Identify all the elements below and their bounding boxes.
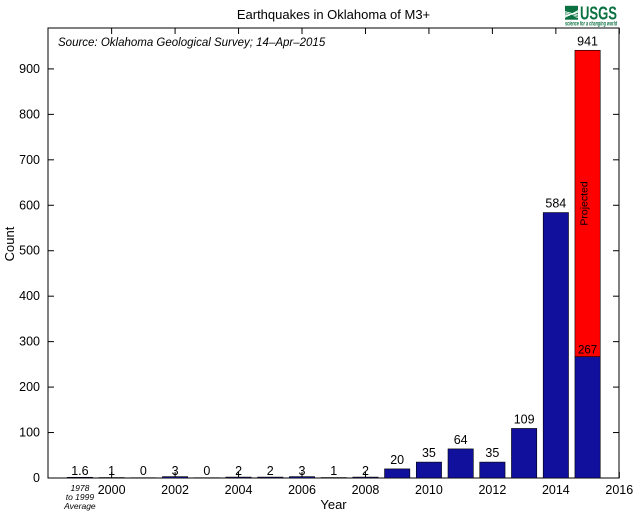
- svg-text:100: 100: [19, 426, 40, 440]
- svg-text:Source: Oklahoma Geological Su: Source: Oklahoma Geological Survey; 14–A…: [58, 37, 326, 49]
- svg-text:Count: Count: [2, 226, 17, 261]
- svg-text:2004: 2004: [225, 483, 253, 497]
- svg-text:2008: 2008: [352, 483, 380, 497]
- svg-text:35: 35: [422, 446, 436, 460]
- svg-text:2014: 2014: [542, 483, 570, 497]
- svg-text:science for a changing world: science for a changing world: [565, 22, 617, 28]
- svg-text:300: 300: [19, 335, 40, 349]
- svg-text:2010: 2010: [415, 483, 443, 497]
- svg-text:109: 109: [514, 412, 535, 426]
- svg-text:USGS: USGS: [580, 3, 617, 23]
- svg-text:1: 1: [108, 464, 115, 478]
- svg-text:20: 20: [390, 453, 404, 467]
- svg-text:2006: 2006: [288, 483, 316, 497]
- svg-text:2: 2: [267, 464, 274, 478]
- svg-text:584: 584: [545, 197, 566, 211]
- svg-text:941: 941: [577, 34, 598, 48]
- svg-text:700: 700: [19, 153, 40, 167]
- svg-text:Earthquakes in Oklahoma of M3+: Earthquakes in Oklahoma of M3+: [237, 7, 430, 22]
- svg-text:2: 2: [235, 464, 242, 478]
- svg-text:Average: Average: [63, 501, 96, 511]
- svg-text:Projected: Projected: [579, 181, 591, 226]
- svg-text:Year: Year: [320, 497, 347, 512]
- svg-text:800: 800: [19, 107, 40, 121]
- svg-text:500: 500: [19, 244, 40, 258]
- svg-text:2016: 2016: [605, 483, 633, 497]
- svg-text:0: 0: [203, 464, 210, 478]
- svg-text:2000: 2000: [98, 483, 126, 497]
- svg-text:0: 0: [33, 471, 40, 485]
- svg-text:64: 64: [454, 433, 468, 447]
- svg-text:0: 0: [140, 464, 147, 478]
- svg-text:900: 900: [19, 62, 40, 76]
- svg-text:2002: 2002: [161, 483, 189, 497]
- svg-text:3: 3: [172, 464, 179, 478]
- svg-text:2012: 2012: [478, 483, 506, 497]
- svg-text:3: 3: [299, 464, 306, 478]
- svg-text:200: 200: [19, 380, 40, 394]
- svg-text:1.6: 1.6: [71, 464, 88, 478]
- svg-text:2: 2: [362, 464, 369, 478]
- svg-text:267: 267: [578, 345, 597, 357]
- svg-text:600: 600: [19, 198, 40, 212]
- svg-text:400: 400: [19, 289, 40, 303]
- svg-text:35: 35: [485, 446, 499, 460]
- svg-text:1: 1: [330, 464, 337, 478]
